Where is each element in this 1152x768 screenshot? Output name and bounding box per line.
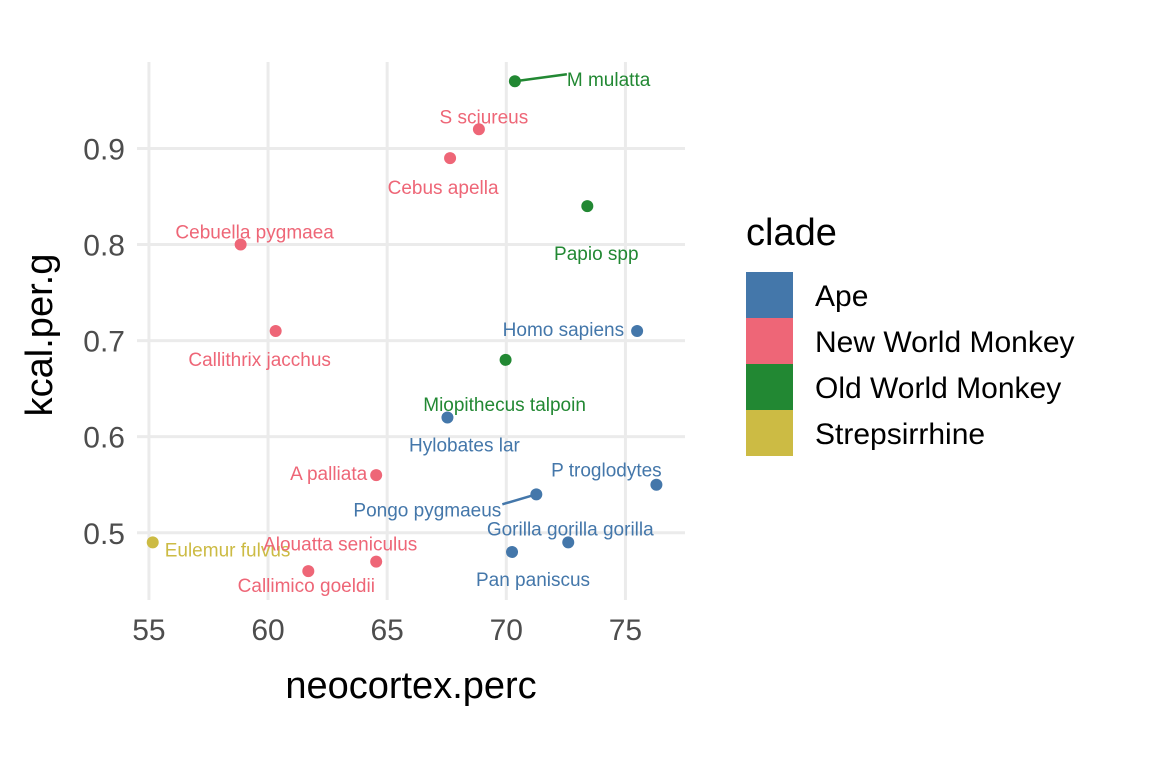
x-axis-ticks: 55 60 65 70 75 (132, 614, 642, 647)
point-label: Miopithecus talpoin (423, 395, 586, 416)
data-point (581, 200, 594, 213)
data-point (650, 478, 663, 491)
point-label: Pan paniscus (476, 570, 590, 591)
legend-swatch (746, 410, 793, 456)
point-label: Cebus apella (388, 178, 499, 199)
x-tick-label: 70 (490, 614, 523, 647)
legend-swatch (746, 318, 793, 364)
data-point (472, 123, 485, 136)
data-point (508, 75, 521, 88)
data-point (631, 325, 644, 337)
x-tick-label: 55 (132, 614, 165, 647)
legend-label: Ape (815, 280, 868, 313)
legend: clade Ape New World Monkey Old World Monke… (746, 212, 1075, 456)
point-label: Gorilla gorilla gorilla (487, 519, 654, 540)
legend-label: New World Monkey (815, 326, 1075, 359)
point-label: A palliata (290, 464, 368, 485)
data-point (269, 325, 282, 337)
x-tick-label: 60 (251, 614, 284, 647)
data-point (370, 469, 383, 482)
data-point (441, 411, 454, 424)
legend-swatch (746, 272, 793, 318)
point-label: Eulemur fulvus (165, 540, 291, 561)
point-label: S sciureus (440, 107, 529, 128)
data-points (146, 75, 663, 578)
point-label: Pongo pygmaeus (353, 500, 501, 521)
data-point (562, 536, 575, 549)
point-label: Homo sapiens (503, 320, 624, 341)
y-axis-title: kcal.per.g (19, 254, 61, 417)
label-connector (514, 72, 568, 83)
point-label: M mulatta (567, 70, 651, 91)
point-label: Callithrix jacchus (188, 350, 331, 371)
y-tick-label: 0.8 (83, 230, 125, 263)
data-point (499, 353, 512, 366)
data-point (146, 536, 159, 549)
legend-label: Old World Monkey (815, 372, 1061, 405)
data-point (234, 238, 247, 251)
point-label: Alouatta seniculus (263, 535, 417, 556)
y-tick-label: 0.9 (83, 133, 125, 166)
legend-label: Strepsirrhine (815, 418, 985, 451)
point-label: Papio spp (554, 244, 639, 265)
x-tick-label: 75 (609, 614, 642, 647)
y-tick-label: 0.7 (83, 326, 125, 359)
data-point (444, 152, 457, 165)
y-axis-ticks: 0.5 0.6 0.7 0.8 0.9 (83, 133, 125, 550)
point-label: Callimico goeldii (238, 576, 375, 597)
legend-swatch (746, 364, 793, 410)
grid (137, 62, 685, 600)
data-point (370, 555, 383, 568)
legend-title: clade (746, 212, 837, 254)
legend-items: Ape New World Monkey Old World Monkey Strep… (746, 272, 1075, 456)
data-point (506, 545, 519, 558)
point-label: Cebuella pygmaea (175, 223, 334, 244)
x-tick-label: 65 (370, 614, 403, 647)
point-label: Hylobates lar (409, 435, 521, 456)
point-labels: Eulemur fulvus Callimico goeldii Alouatta … (165, 70, 662, 597)
point-label: P troglodytes (551, 461, 662, 482)
y-tick-label: 0.6 (83, 422, 125, 455)
x-axis-title: neocortex.perc (285, 665, 536, 707)
data-point (302, 565, 315, 578)
data-point (530, 488, 543, 501)
y-tick-label: 0.5 (83, 518, 125, 551)
